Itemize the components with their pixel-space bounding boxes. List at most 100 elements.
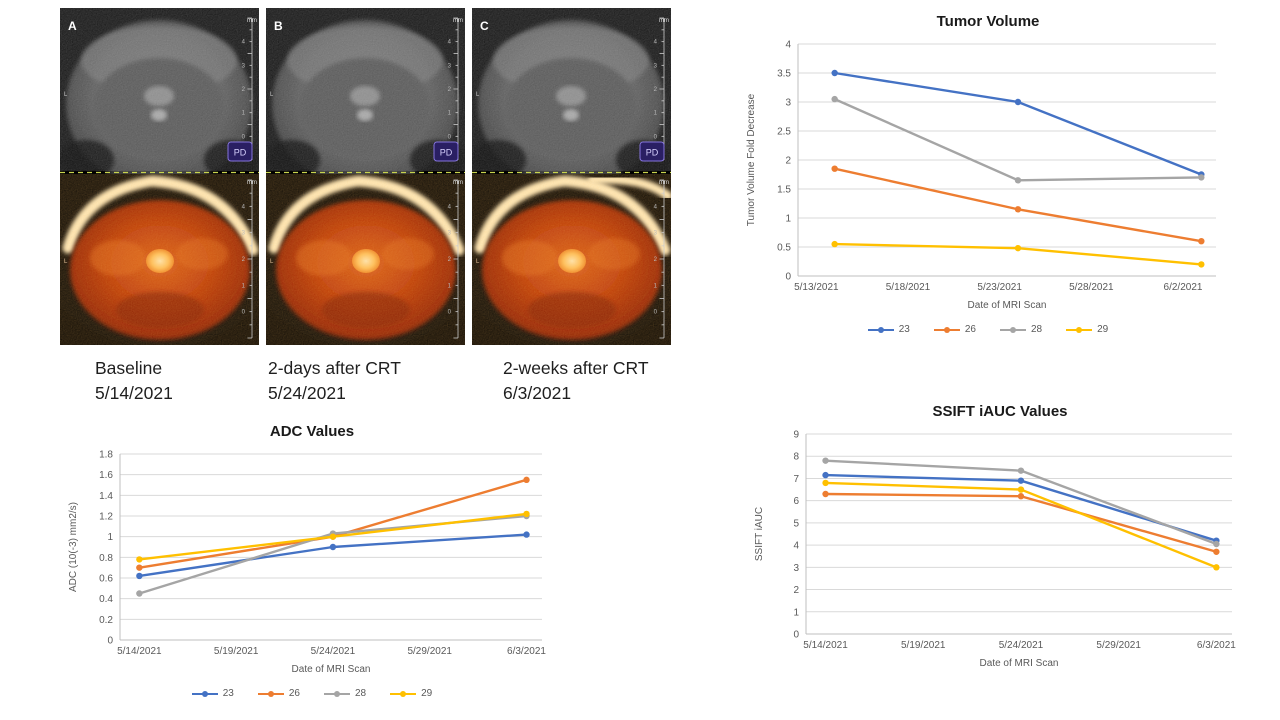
x-tick-label: 5/14/2021 xyxy=(803,640,848,651)
ruler-number: 2 xyxy=(242,87,246,93)
mri-adc-heatmap-image: L mm 4 3 2 1 0 xyxy=(266,174,465,345)
series-marker-26 xyxy=(523,476,530,484)
series-marker-26 xyxy=(822,490,829,498)
tumor-volume-chart: Tumor Volume 0 0.5 1 1.5 2 2.5 3 3.5 4 5/13/2021 5… xyxy=(742,10,1234,340)
series-marker-28 xyxy=(831,95,838,103)
ruler-number: 0 xyxy=(242,134,246,140)
x-tick-label: 5/19/2021 xyxy=(214,646,259,657)
pd-logo-text: PD xyxy=(440,148,453,158)
ruler-number: 3 xyxy=(448,63,452,69)
series-line-28 xyxy=(834,98,1202,182)
chart-plot-area: 0 1 2 3 4 5 6 7 8 9 5/14/2021 5/19/2021 5/24/2021 5/2… xyxy=(750,424,1250,677)
mri-panel-c-svg: C L mm 4 3 2 1 0 PD xyxy=(472,8,671,345)
series-line-23 xyxy=(139,533,527,578)
caption-2days: 2-days after CRT 5/24/2021 xyxy=(268,356,401,407)
caption-line: 2-days after CRT xyxy=(268,358,401,378)
series-marker-26 xyxy=(1014,206,1022,213)
ruler-number: 0 xyxy=(242,310,246,316)
chart-title: ADC Values xyxy=(269,423,355,440)
x-tick-label: 5/29/2021 xyxy=(407,646,452,657)
y-tick-label: 0.8 xyxy=(99,553,113,564)
series-marker-26 xyxy=(136,564,143,571)
y-tick-label: 2 xyxy=(793,585,799,596)
x-tick-label: 5/24/2021 xyxy=(311,646,356,657)
ruler-unit-label: mm xyxy=(247,180,257,186)
series-marker-26 xyxy=(831,165,838,172)
ruler-number: 0 xyxy=(448,310,452,316)
ruler-scale: mm 4 3 2 1 0 xyxy=(654,179,669,339)
chart-legend: 23 26 28 29 xyxy=(64,683,560,704)
series-marker-23 xyxy=(1014,98,1022,106)
ruler-number: 1 xyxy=(654,283,658,289)
y-tick-label: 2.5 xyxy=(777,127,791,138)
legend-label: 26 xyxy=(288,688,300,699)
ruler-number: 3 xyxy=(654,63,658,69)
series-marker-29 xyxy=(1014,244,1022,252)
legend-label: 26 xyxy=(964,324,976,335)
y-tick-label: 1.5 xyxy=(777,185,791,196)
y-tick-label: 1.6 xyxy=(99,470,113,481)
x-tick-label: 6/2/2021 xyxy=(1164,282,1203,293)
series-marker-29 xyxy=(329,533,337,540)
series-marker-28 xyxy=(1198,174,1205,181)
caption-line: Baseline xyxy=(95,358,163,378)
ruler-number: 3 xyxy=(242,63,246,69)
x-axis-title: Date of MRI Scan xyxy=(980,658,1059,669)
pd-logo: PD xyxy=(433,141,459,162)
y-axis-title: SSIFT iAUC xyxy=(754,507,765,561)
ssift-iauc-chart: SSIFT iAUC Values 0 1 2 3 4 5 6 7 8 9 5/14/2021 5/1… xyxy=(750,400,1250,672)
y-tick-label: 4 xyxy=(793,541,799,552)
legend-item-23: 23 xyxy=(867,324,910,335)
panel-letter: C xyxy=(480,19,489,33)
mri-panel-strip: A L mm 4 3 2 1 0 PD xyxy=(60,8,671,345)
y-tick-label: 0 xyxy=(793,630,799,641)
y-tick-label: 8 xyxy=(793,452,799,463)
x-tick-label: 5/23/2021 xyxy=(977,282,1022,293)
orientation-label: L xyxy=(270,92,274,98)
legend-item-26: 26 xyxy=(933,324,976,335)
ruler-number: 1 xyxy=(448,111,452,117)
ruler-number: 2 xyxy=(448,87,452,93)
ruler-number: 0 xyxy=(448,134,452,140)
series-line-26 xyxy=(139,478,527,569)
ruler-number: 0 xyxy=(654,134,658,140)
series-marker-26 xyxy=(1198,238,1205,245)
x-tick-label: 5/29/2021 xyxy=(1096,640,1141,651)
y-axis-title: Tumor Volume Fold Decrease xyxy=(746,93,757,226)
y-axis-title: ADC (10(-3) mm2/s) xyxy=(68,502,79,592)
legend-label: 28 xyxy=(355,688,367,699)
y-tick-label: 0.2 xyxy=(99,615,113,626)
mri-adc-heatmap-image: L mm 4 3 2 1 0 xyxy=(60,174,259,345)
chart-svg: 0 0.5 1 1.5 2 2.5 3 3.5 4 5/13/2021 5/18/2021 5/23/… xyxy=(746,40,1216,311)
chart-title: Tumor Volume xyxy=(936,13,1040,30)
pd-logo: PD xyxy=(639,141,665,162)
y-tick-label: 1 xyxy=(793,607,799,618)
ruler-number: 3 xyxy=(448,231,452,237)
ruler-number: 1 xyxy=(242,111,246,117)
y-tick-label: 9 xyxy=(793,430,799,441)
y-tick-label: 5 xyxy=(793,518,799,529)
ruler-number: 4 xyxy=(242,40,246,46)
series-marker-28 xyxy=(1014,177,1022,184)
legend-item-29: 29 xyxy=(1066,324,1108,335)
y-tick-label: 0 xyxy=(107,636,113,647)
x-tick-label: 5/18/2021 xyxy=(886,282,931,293)
series-marker-29 xyxy=(822,479,829,487)
legend-label: 23 xyxy=(222,688,234,699)
x-tick-label: 5/24/2021 xyxy=(999,640,1044,651)
ruler-number: 2 xyxy=(242,257,246,263)
mri-grayscale-image: A L mm 4 3 2 1 0 PD xyxy=(60,8,259,188)
x-tick-label: 5/19/2021 xyxy=(901,640,946,651)
chart-plot-area: 0 0.5 1 1.5 2 2.5 3 3.5 4 5/13/2021 5/18/2021 5/23/… xyxy=(742,34,1234,319)
series-marker-23 xyxy=(329,543,337,551)
y-tick-label: 3 xyxy=(785,98,791,109)
chart-svg: 0 1 2 3 4 5 6 7 8 9 5/14/2021 5/19/2021 5/24/2021 5/2… xyxy=(754,430,1236,670)
ruler-scale: mm 4 3 2 1 0 xyxy=(448,17,463,161)
series-marker-29 xyxy=(831,240,838,248)
legend-label: 29 xyxy=(421,688,433,699)
legend-label: 29 xyxy=(1097,324,1109,335)
ruler-number: 4 xyxy=(654,40,658,46)
mri-adc-heatmap-image: L mm 4 3 2 1 0 xyxy=(472,174,671,345)
orientation-label: L xyxy=(64,92,68,98)
series-marker-23 xyxy=(1017,477,1025,484)
